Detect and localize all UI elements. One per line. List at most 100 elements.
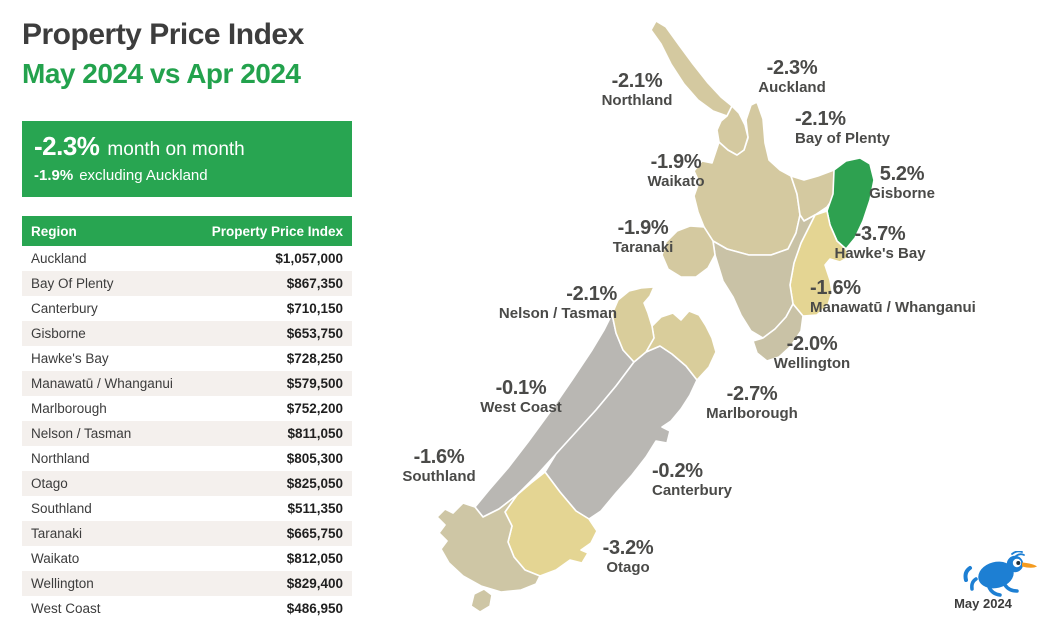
banner-subline: -1.9% excluding Auckland <box>34 167 340 184</box>
banner-subline-value: -1.9% <box>34 167 74 184</box>
header-block: Property Price Index May 2024 vs Apr 202… <box>22 16 352 92</box>
region-marlborough <box>645 310 717 381</box>
table-row: Hawke's Bay $728,250 <box>22 346 352 371</box>
region-cell: Southland <box>31 501 92 516</box>
kiwi-front-leg <box>1003 583 1019 593</box>
map-label-region-name: Hawke's Bay <box>834 245 926 262</box>
region-cell: Wellington <box>31 576 94 591</box>
region-wellington <box>752 303 804 362</box>
region-cell: Taranaki <box>31 526 83 541</box>
price-cell: $1,057,000 <box>275 251 343 266</box>
date-caption: May 2024 <box>954 596 1012 611</box>
map-label-region-name: Southland <box>402 468 476 485</box>
kiwi-bird-logo <box>961 550 1037 597</box>
price-cell: $752,200 <box>286 401 343 416</box>
table-row: Gisborne $653,750 <box>22 321 352 346</box>
map-label-region-name: Taranaki <box>612 239 674 256</box>
region-cell: Hawke's Bay <box>31 351 109 366</box>
price-cell: $486,950 <box>286 601 343 616</box>
region-stewart-island <box>470 588 493 613</box>
table-row: Taranaki $665,750 <box>22 521 352 546</box>
map-label-waikato: -1.9% Waikato <box>647 151 705 191</box>
region-cell: Canterbury <box>31 301 98 316</box>
column-header-price-index: Property Price Index <box>187 216 352 246</box>
column-header-region: Region <box>22 216 187 246</box>
map-label-value: -0.2% <box>652 460 703 482</box>
map-label-region-name: Waikato <box>647 173 705 190</box>
region-canterbury <box>544 345 698 520</box>
kiwi-pupil <box>1016 561 1021 565</box>
kiwi-crest <box>1011 550 1025 557</box>
table-row: Otago $825,050 <box>22 471 352 496</box>
map-label-region-name: Canterbury <box>652 482 733 499</box>
table-row: Northland $805,300 <box>22 446 352 471</box>
summary-banner: -2.3% month on month -1.9% excluding Auc… <box>22 121 352 197</box>
table-row: Wellington $829,400 <box>22 571 352 596</box>
table-row: Auckland $1,057,000 <box>22 246 352 271</box>
table-row: Marlborough $752,200 <box>22 396 352 421</box>
table-row: Waikato $812,050 <box>22 546 352 571</box>
map-label-value: -1.6% <box>810 277 861 299</box>
page-title: Property Price Index <box>22 18 304 51</box>
price-cell: $867,350 <box>286 276 343 291</box>
price-cell: $829,400 <box>286 576 343 591</box>
price-cell: $825,050 <box>286 476 343 491</box>
price-cell: $710,150 <box>286 301 343 316</box>
map-label-auckland: -2.3% Auckland <box>758 57 826 97</box>
region-auckland <box>716 105 749 156</box>
table-row: Canterbury $710,150 <box>22 296 352 321</box>
map-label-region-name: Manawatū / Whanganui <box>810 299 976 316</box>
banner-subline-label: excluding Auckland <box>79 167 208 184</box>
price-cell: $812,050 <box>286 551 343 566</box>
table-row: Nelson / Tasman $811,050 <box>22 421 352 446</box>
map-label-value: -2.1% <box>611 70 663 92</box>
region-southland <box>436 494 541 593</box>
table-row: West Coast $486,950 <box>22 596 352 621</box>
kiwi-beak <box>1022 562 1037 568</box>
map-label-hawkes-bay: -3.7% Hawke's Bay <box>834 223 926 263</box>
map-label-region-name: West Coast <box>480 399 562 416</box>
map-label-taranaki: -1.9% Taranaki <box>612 217 674 257</box>
region-cell: Auckland <box>31 251 87 266</box>
region-cell: Nelson / Tasman <box>31 426 132 441</box>
map-label-region-name: Marlborough <box>706 405 798 422</box>
table-row: Southland $511,350 <box>22 496 352 521</box>
region-nelson-tasman <box>611 286 655 363</box>
price-cell: $811,050 <box>287 426 343 441</box>
price-table: Region Property Price Index Auckland $1,0… <box>22 216 352 621</box>
map-label-value: -3.2% <box>602 537 654 559</box>
map-label-west-coast: -0.1% West Coast <box>480 378 562 417</box>
price-cell: $653,750 <box>286 326 343 341</box>
map-label-manawatu-whanganui: -1.6% Manawatū / Whanganui <box>810 277 976 317</box>
map-label-southland: -1.6% Southland <box>402 447 476 486</box>
map-label-value: -1.9% <box>617 217 669 239</box>
price-cell: $665,750 <box>286 526 343 541</box>
map-label-region-name: Gisborne <box>869 185 935 202</box>
map-label-value: -3.7% <box>854 223 906 245</box>
map-label-bay-of-plenty: -2.1% Bay of Plenty <box>795 108 891 148</box>
kiwi-back-leg <box>987 585 1002 597</box>
map-label-nelson-tasman: -2.1% Nelson / Tasman <box>498 284 617 323</box>
price-cell: $805,300 <box>286 451 343 466</box>
map-label-value: -2.3% <box>766 57 818 79</box>
map-label-wellington: -2.0% Wellington <box>774 334 850 373</box>
map-label-region-name: Auckland <box>758 79 826 96</box>
map-label-value: -1.9% <box>650 151 702 173</box>
price-table-body: Auckland $1,057,000 Bay Of Plenty $867,350 C… <box>22 246 352 621</box>
region-cell: Northland <box>31 451 90 466</box>
map-label-value: -2.1% <box>795 108 846 130</box>
page-subtitle: May 2024 vs Apr 2024 <box>22 58 301 89</box>
region-taranaki <box>661 225 716 278</box>
map-label-region-name: Bay of Plenty <box>795 130 891 147</box>
banner-headline-value: -2.3% <box>34 131 100 161</box>
table-header-row: Region Property Price Index <box>22 216 352 246</box>
map-label-region-name: Northland <box>601 92 673 109</box>
region-cell: Manawatū / Whanganui <box>31 376 173 391</box>
region-cell: Gisborne <box>31 326 86 341</box>
map-label-region-name: Nelson / Tasman <box>498 305 617 322</box>
price-cell: $511,350 <box>287 501 343 516</box>
table-row: Manawatū / Whanganui $579,500 <box>22 371 352 396</box>
banner-headline-label: month on month <box>107 139 245 160</box>
region-cell: West Coast <box>31 601 101 616</box>
